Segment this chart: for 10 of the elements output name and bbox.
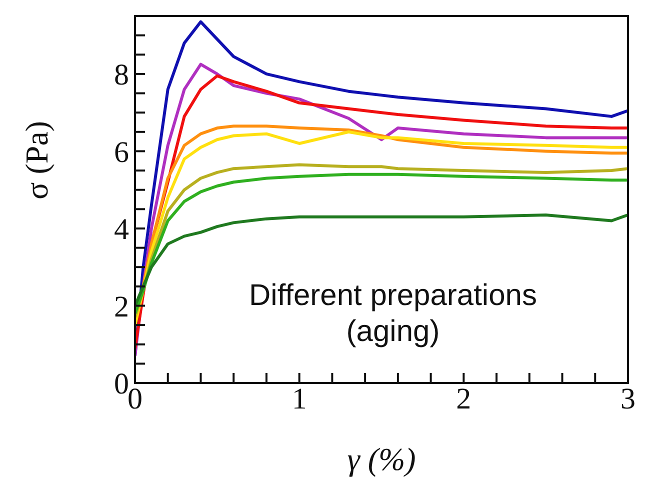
y-tick-label: 8 xyxy=(114,58,129,92)
y-tick-label: 6 xyxy=(114,136,129,169)
x-tick-label: 1 xyxy=(292,382,307,416)
y-tick-label: 2 xyxy=(114,290,129,324)
x-tick-label: 3 xyxy=(620,382,636,416)
x-axis-title: γ (%) xyxy=(347,441,416,477)
y-axis-title: σ (Pa) xyxy=(18,120,54,200)
annotation: Different preparations (aging) xyxy=(248,278,538,350)
y-tick-label: 4 xyxy=(114,213,129,246)
x-tick-label: 2 xyxy=(456,382,472,416)
